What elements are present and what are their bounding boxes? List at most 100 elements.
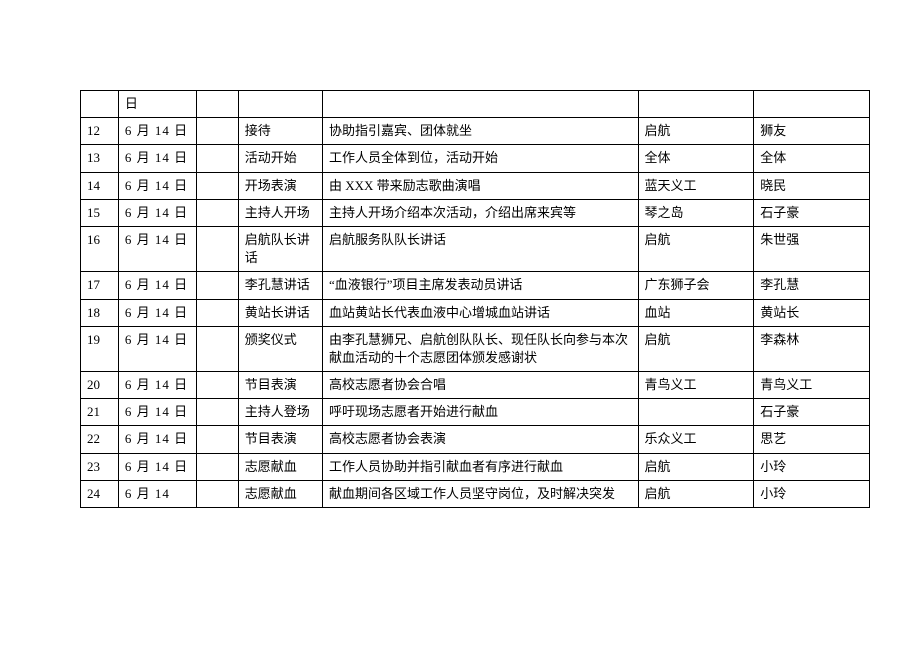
table-row: 166 月 14 日启航队长讲话启航服务队队长讲话启航朱世强 <box>81 226 870 271</box>
cell-desc: 协助指引嘉宾、团体就坐 <box>322 118 638 145</box>
cell-no: 15 <box>81 199 119 226</box>
cell-desc: 呼吁现场志愿者开始进行献血 <box>322 399 638 426</box>
cell-date: 日 <box>118 91 196 118</box>
table-row: 136 月 14 日活动开始工作人员全体到位，活动开始全体全体 <box>81 145 870 172</box>
cell-item: 黄站长讲话 <box>238 299 322 326</box>
cell-blank <box>196 272 238 299</box>
cell-item: 节目表演 <box>238 372 322 399</box>
cell-desc: 高校志愿者协会合唱 <box>322 372 638 399</box>
cell-item: 颁奖仪式 <box>238 326 322 371</box>
cell-org: 全体 <box>638 145 754 172</box>
cell-item: 开场表演 <box>238 172 322 199</box>
cell-item: 主持人开场 <box>238 199 322 226</box>
cell-item: 启航队长讲话 <box>238 226 322 271</box>
cell-blank <box>196 145 238 172</box>
cell-date: 6 月 14 日 <box>118 145 196 172</box>
cell-no: 22 <box>81 426 119 453</box>
cell-person: 狮友 <box>754 118 870 145</box>
cell-blank <box>196 426 238 453</box>
cell-date: 6 月 14 日 <box>118 199 196 226</box>
cell-org: 广东狮子会 <box>638 272 754 299</box>
cell-date: 6 月 14 日 <box>118 118 196 145</box>
cell-date: 6 月 14 日 <box>118 172 196 199</box>
table-row: 246 月 14 志愿献血献血期间各区域工作人员坚守岗位，及时解决突发启航小玲 <box>81 480 870 507</box>
table-row: 156 月 14 日 主持人开场主持人开场介绍本次活动，介绍出席来宾等琴之岛石子豪 <box>81 199 870 226</box>
table-row: 216 月 14 日主持人登场呼吁现场志愿者开始进行献血石子豪 <box>81 399 870 426</box>
cell-org: 启航 <box>638 480 754 507</box>
cell-desc: 由李孔慧狮兄、启航创队队长、现任队长向参与本次献血活动的十个志愿团体颁发感谢状 <box>322 326 638 371</box>
cell-item: 李孔慧讲话 <box>238 272 322 299</box>
cell-desc <box>322 91 638 118</box>
cell-date: 6 月 14 日 <box>118 426 196 453</box>
cell-org: 青鸟义工 <box>638 372 754 399</box>
cell-person: 黄站长 <box>754 299 870 326</box>
cell-blank <box>196 326 238 371</box>
table-row: 126 月 14 日 接待协助指引嘉宾、团体就坐启航狮友 <box>81 118 870 145</box>
cell-no: 16 <box>81 226 119 271</box>
cell-person <box>754 91 870 118</box>
cell-org <box>638 399 754 426</box>
cell-desc: 工作人员协助并指引献血者有序进行献血 <box>322 453 638 480</box>
cell-date: 6 月 14 <box>118 480 196 507</box>
table-row: 日 <box>81 91 870 118</box>
cell-blank <box>196 372 238 399</box>
cell-item: 接待 <box>238 118 322 145</box>
cell-org: 乐众义工 <box>638 426 754 453</box>
cell-person: 全体 <box>754 145 870 172</box>
cell-org: 启航 <box>638 118 754 145</box>
cell-desc: 工作人员全体到位，活动开始 <box>322 145 638 172</box>
cell-person: 小玲 <box>754 453 870 480</box>
cell-blank <box>196 91 238 118</box>
cell-date: 6 月 14 日 <box>118 453 196 480</box>
cell-desc: 启航服务队队长讲话 <box>322 226 638 271</box>
cell-item: 节目表演 <box>238 426 322 453</box>
schedule-table: 日126 月 14 日接待协助指引嘉宾、团体就坐启航狮友136 月 14 日活动… <box>80 90 870 508</box>
cell-date: 6 月 14 日 <box>118 272 196 299</box>
cell-no: 21 <box>81 399 119 426</box>
cell-no: 24 <box>81 480 119 507</box>
cell-no: 12 <box>81 118 119 145</box>
cell-org: 启航 <box>638 453 754 480</box>
cell-person: 小玲 <box>754 480 870 507</box>
cell-desc: 血站黄站长代表血液中心增城血站讲话 <box>322 299 638 326</box>
cell-desc: 献血期间各区域工作人员坚守岗位，及时解决突发 <box>322 480 638 507</box>
cell-desc: 主持人开场介绍本次活动，介绍出席来宾等 <box>322 199 638 226</box>
cell-blank <box>196 399 238 426</box>
page: 日126 月 14 日接待协助指引嘉宾、团体就坐启航狮友136 月 14 日活动… <box>0 0 920 651</box>
cell-no: 14 <box>81 172 119 199</box>
cell-person: 晓民 <box>754 172 870 199</box>
cell-blank <box>196 453 238 480</box>
table-row: 146 月 14 日开场表演由 XXX 带来励志歌曲演唱蓝天义工晓民 <box>81 172 870 199</box>
cell-no <box>81 91 119 118</box>
cell-org: 蓝天义工 <box>638 172 754 199</box>
cell-desc: 高校志愿者协会表演 <box>322 426 638 453</box>
table-body: 日126 月 14 日接待协助指引嘉宾、团体就坐启航狮友136 月 14 日活动… <box>81 91 870 508</box>
cell-no: 23 <box>81 453 119 480</box>
table-row: 206 月 14 日节目表演高校志愿者协会合唱青鸟义工青鸟义工 <box>81 372 870 399</box>
cell-person: 石子豪 <box>754 199 870 226</box>
cell-blank <box>196 118 238 145</box>
table-row: 176 月 14 日李孔慧讲话“血液银行”项目主席发表动员讲话广东狮子会李孔慧 <box>81 272 870 299</box>
cell-date: 6 月 14 日 <box>118 372 196 399</box>
cell-no: 18 <box>81 299 119 326</box>
table-row: 196 月 14 日颁奖仪式由李孔慧狮兄、启航创队队长、现任队长向参与本次献血活… <box>81 326 870 371</box>
cell-item: 志愿献血 <box>238 480 322 507</box>
cell-blank <box>196 480 238 507</box>
cell-item: 主持人登场 <box>238 399 322 426</box>
cell-item: 志愿献血 <box>238 453 322 480</box>
cell-person: 朱世强 <box>754 226 870 271</box>
table-row: 186 月 14 日黄站长讲话血站黄站长代表血液中心增城血站讲话血站黄站长 <box>81 299 870 326</box>
cell-org: 琴之岛 <box>638 199 754 226</box>
cell-no: 20 <box>81 372 119 399</box>
cell-date: 6 月 14 日 <box>118 326 196 371</box>
cell-no: 13 <box>81 145 119 172</box>
cell-person: 李孔慧 <box>754 272 870 299</box>
cell-person: 李森林 <box>754 326 870 371</box>
cell-date: 6 月 14 日 <box>118 226 196 271</box>
cell-person: 石子豪 <box>754 399 870 426</box>
cell-item <box>238 91 322 118</box>
cell-org: 启航 <box>638 326 754 371</box>
cell-blank <box>196 299 238 326</box>
cell-org: 启航 <box>638 226 754 271</box>
cell-person: 青鸟义工 <box>754 372 870 399</box>
